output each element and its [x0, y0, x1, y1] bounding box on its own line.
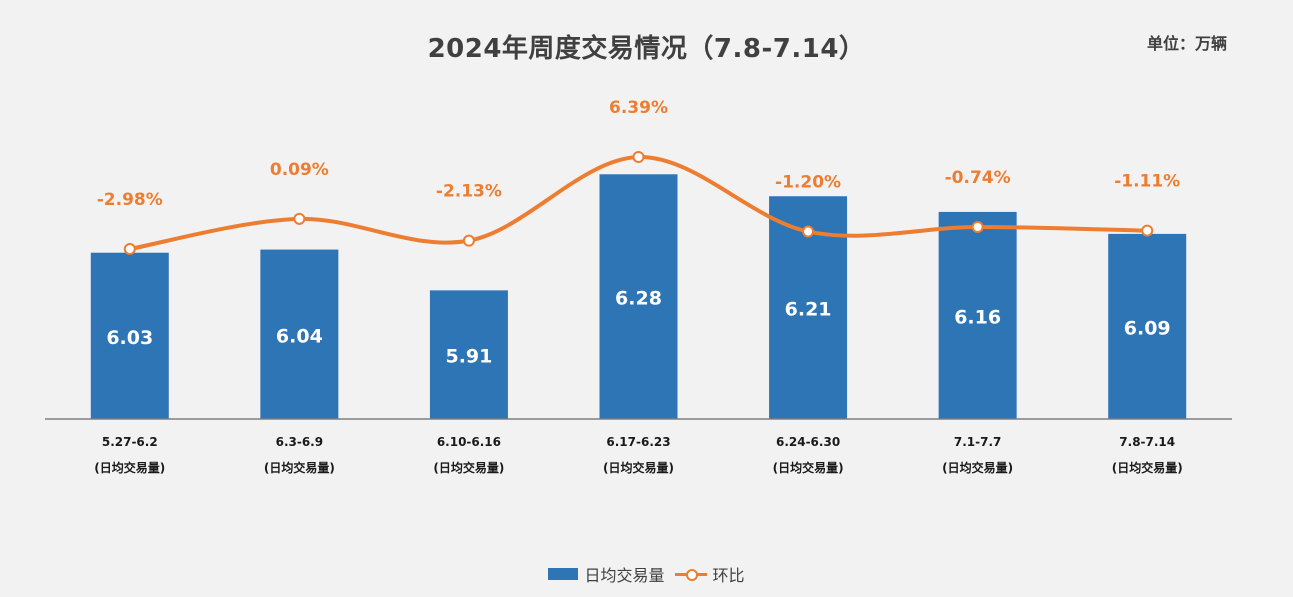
line-value-label: -2.98% — [97, 190, 163, 210]
legend-item-bar: 日均交易量 — [548, 562, 665, 586]
x-tick-sublabel: (日均交易量) — [603, 460, 674, 475]
bar-value-label: 6.03 — [106, 327, 153, 349]
x-tick-label: 7.1-7.7 — [954, 435, 1002, 449]
axis-layer: 5.27-6.2 (日均交易量) 6.3-6.9 (日均交易量) 6.10-6.16 (日… — [45, 418, 1232, 475]
x-tick-sublabel: (日均交易量) — [1112, 460, 1183, 475]
x-tick-sublabel: (日均交易量) — [433, 460, 504, 475]
bar-value-label: 6.16 — [954, 306, 1001, 328]
legend-item-line: 环比 — [674, 562, 745, 586]
bar — [429, 290, 508, 419]
x-tick-label: 6.3-6.9 — [276, 435, 324, 449]
unit-label: 单位：万辆 — [1146, 34, 1227, 53]
legend: 日均交易量 环比 — [0, 562, 1293, 586]
x-tick-sublabel: (日均交易量) — [264, 460, 335, 475]
line-point — [462, 234, 475, 247]
x-tick-label: 5.27-6.2 — [102, 435, 158, 449]
line-point — [293, 212, 306, 225]
line-value-label: -2.13% — [436, 182, 502, 202]
line-layer — [123, 151, 1154, 255]
bars-layer — [90, 174, 1187, 419]
bar-value-label: 6.04 — [276, 325, 323, 347]
legend-line-swatch — [674, 567, 707, 581]
x-tick-sublabel: (日均交易量) — [94, 460, 165, 475]
legend-bar-swatch — [548, 568, 579, 580]
bar — [1108, 233, 1187, 419]
line-point — [802, 225, 815, 238]
x-tick-sublabel: (日均交易量) — [773, 460, 844, 475]
legend-bar-label: 日均交易量 — [584, 566, 665, 585]
line-point — [971, 221, 984, 234]
line-value-label: 0.09% — [270, 160, 329, 180]
bar — [260, 249, 339, 419]
chart-title: 2024年周度交易情况（7.8-7.14） — [427, 34, 866, 64]
line-value-label: -1.20% — [775, 173, 841, 193]
bar — [599, 174, 678, 419]
legend-line-label: 环比 — [712, 566, 745, 585]
bar-value-label: 6.09 — [1124, 317, 1171, 339]
line-value-label: -1.11% — [1114, 172, 1180, 192]
bar-value-label: 6.28 — [615, 288, 662, 310]
x-tick-label: 6.10-6.16 — [437, 435, 501, 449]
x-tick-sublabel: (日均交易量) — [942, 460, 1013, 475]
line-point — [1141, 224, 1154, 237]
line-value-label: 6.39% — [609, 98, 668, 118]
labels-layer: 6.03 6.04 5.91 6.28 6.21 6.16 6.09 -2.98% 0.09% -… — [97, 98, 1180, 368]
x-tick-label: 7.8-7.14 — [1119, 435, 1175, 449]
line-value-label: -0.74% — [945, 168, 1011, 188]
x-tick-label: 6.17-6.23 — [606, 435, 670, 449]
bar — [938, 211, 1017, 419]
bar — [90, 252, 169, 419]
bar-value-label: 5.91 — [445, 346, 492, 368]
line-point — [632, 151, 645, 163]
line-point — [123, 243, 136, 255]
x-tick-label: 6.24-6.30 — [776, 435, 840, 449]
bar-value-label: 6.21 — [785, 299, 832, 321]
